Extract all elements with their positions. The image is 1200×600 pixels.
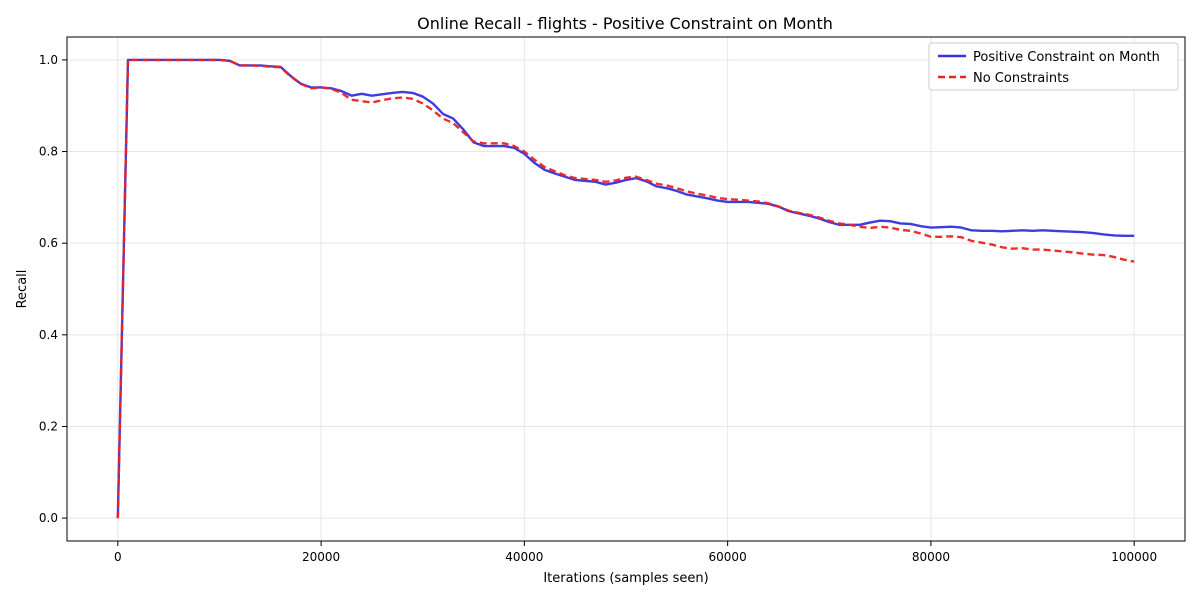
y-tick-label: 0.8 — [39, 145, 58, 159]
legend: Positive Constraint on Month No Constrain… — [928, 42, 1179, 91]
y-tick-label: 0.4 — [39, 328, 58, 342]
plot-series — [116, 58, 1135, 519]
y-tick-label: 0.6 — [39, 236, 58, 250]
x-tick-label: 60000 — [709, 550, 747, 564]
y-tick-label: 0.0 — [39, 511, 58, 525]
y-axis-label: Recall — [15, 270, 30, 309]
series-line-0 — [116, 58, 1135, 519]
y-tick-label: 1.0 — [39, 53, 58, 67]
y-tick-label: 0.2 — [39, 419, 58, 433]
x-axis: 0 20000 40000 60000 80000 100000 — [114, 541, 1157, 564]
y-axis: 0.0 0.2 0.4 0.6 0.8 1.0 — [39, 53, 67, 525]
x-tick-label: 40000 — [505, 550, 543, 564]
grid — [67, 37, 1185, 541]
x-tick-label: 20000 — [302, 550, 340, 564]
x-tick-label: 0 — [114, 550, 122, 564]
plot-frame — [66, 36, 1186, 542]
x-axis-label: Iterations (samples seen) — [543, 571, 708, 586]
legend-box — [928, 42, 1179, 91]
x-tick-label: 100000 — [1111, 550, 1157, 564]
legend-label-0: Positive Constraint on Month — [973, 50, 1160, 65]
chart-title: Online Recall - flights - Positive Const… — [417, 14, 833, 33]
series-line-1 — [116, 58, 1135, 519]
x-tick-label: 80000 — [912, 550, 950, 564]
legend-label-1: No Constraints — [973, 71, 1069, 86]
